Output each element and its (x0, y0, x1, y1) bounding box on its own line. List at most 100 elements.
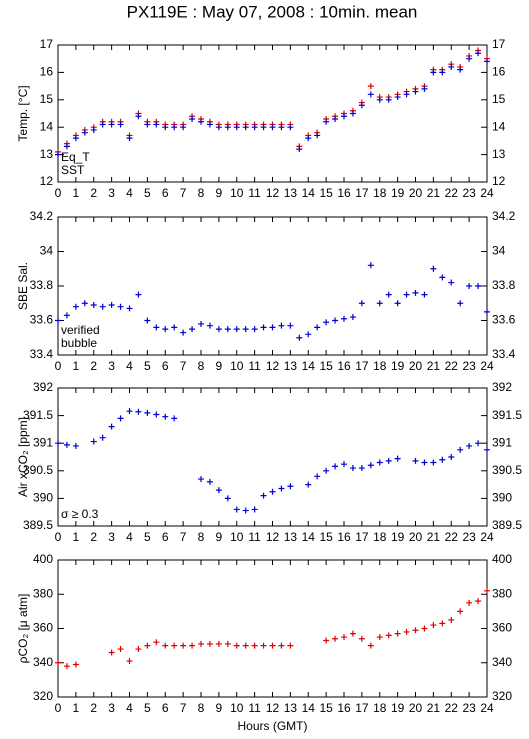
data-point (367, 642, 374, 649)
data-point (55, 151, 61, 158)
y-tick-label: 14 (492, 119, 506, 133)
y-tick-label: 392 (33, 380, 53, 394)
x-tick-label: 7 (180, 186, 187, 200)
data-point (314, 473, 321, 480)
data-point (81, 129, 88, 136)
data-point (72, 661, 79, 668)
data-point (99, 434, 106, 441)
data-point (448, 279, 455, 286)
x-tick-label: 9 (216, 359, 223, 373)
y-tick-label: 16 (40, 65, 54, 79)
y-tick-label: 14 (40, 119, 54, 133)
y-tick-label: 340 (492, 655, 512, 669)
y-tick-label: 391 (492, 435, 512, 449)
x-tick-label: 14 (302, 186, 316, 200)
x-tick-label: 3 (108, 186, 115, 200)
data-point (242, 507, 249, 514)
data-point (135, 113, 142, 120)
data-point (171, 324, 178, 331)
x-tick-label: 17 (355, 701, 369, 715)
x-tick-label: 10 (230, 530, 244, 544)
x-tick-label: 8 (198, 701, 205, 715)
x-tick-label: 11 (248, 186, 261, 200)
data-point (72, 135, 79, 142)
data-point (135, 291, 142, 298)
data-point (189, 642, 196, 649)
y-tick-label: 15 (492, 92, 506, 106)
data-point (439, 620, 446, 627)
data-point (349, 630, 356, 637)
data-point (305, 331, 312, 338)
x-tick-label: 4 (126, 530, 133, 544)
data-point (99, 303, 106, 310)
data-point (251, 642, 258, 649)
x-tick-label: 10 (230, 186, 244, 200)
data-point (421, 459, 428, 466)
data-point (55, 659, 61, 666)
data-point (475, 50, 482, 57)
x-tick-label: 16 (337, 186, 351, 200)
data-point (332, 635, 339, 642)
data-point (144, 642, 151, 649)
x-tick-label: 20 (409, 701, 423, 715)
data-point (224, 326, 231, 333)
x-tick-label: 2 (90, 530, 97, 544)
x-tick-label: 18 (373, 359, 387, 373)
x-tick-label: 9 (216, 701, 223, 715)
x-tick-label: 16 (337, 359, 351, 373)
x-tick-label: 23 (462, 186, 476, 200)
x-tick-label: 13 (284, 530, 298, 544)
data-point (242, 642, 249, 649)
data-point (332, 463, 339, 470)
data-point (63, 143, 70, 150)
x-tick-label: 16 (337, 701, 351, 715)
data-point (126, 658, 133, 665)
data-point (153, 121, 160, 128)
x-tick-label: 10 (230, 701, 244, 715)
data-point (287, 483, 294, 490)
x-tick-label: 24 (480, 701, 494, 715)
x-tick-label: 0 (55, 359, 62, 373)
x-tick-label: 20 (409, 359, 423, 373)
y-tick-label: 34.2 (30, 209, 54, 223)
data-point (260, 642, 267, 649)
y-axis-label: SBE Sal. (16, 262, 30, 310)
data-point (376, 459, 383, 466)
data-point (63, 441, 70, 448)
plot-frame (57, 216, 488, 356)
data-point (349, 110, 356, 117)
data-point (287, 322, 294, 329)
x-tick-label: 0 (55, 186, 62, 200)
data-point (162, 326, 169, 333)
x-tick-label: 4 (126, 186, 133, 200)
data-point (457, 608, 464, 615)
data-point (269, 642, 276, 649)
data-point (448, 454, 455, 460)
data-point (466, 55, 473, 62)
x-tick-label: 8 (198, 186, 205, 200)
x-tick-label: 16 (337, 530, 351, 544)
y-tick-label: 33.4 (492, 347, 516, 361)
y-axis-label: Temp. [°C] (16, 85, 30, 141)
data-point (99, 121, 106, 128)
x-tick-label: 17 (355, 530, 369, 544)
y-tick-label: 390.5 (23, 463, 53, 477)
data-point (314, 324, 321, 331)
data-point (180, 124, 187, 131)
data-point (72, 442, 79, 449)
data-point (421, 291, 428, 298)
x-tick-label: 7 (180, 701, 187, 715)
plot-frame (57, 44, 488, 183)
x-tick-label: 4 (126, 359, 133, 373)
data-point (341, 315, 347, 322)
data-point (206, 322, 213, 329)
data-point (171, 415, 178, 422)
x-tick-label: 3 (108, 701, 115, 715)
x-tick-label: 13 (284, 186, 298, 200)
data-point (251, 506, 258, 513)
x-tick-label: 18 (373, 701, 387, 715)
data-point (108, 649, 115, 656)
data-point (81, 300, 88, 307)
x-tick-label: 1 (73, 701, 80, 715)
data-point (269, 488, 276, 495)
